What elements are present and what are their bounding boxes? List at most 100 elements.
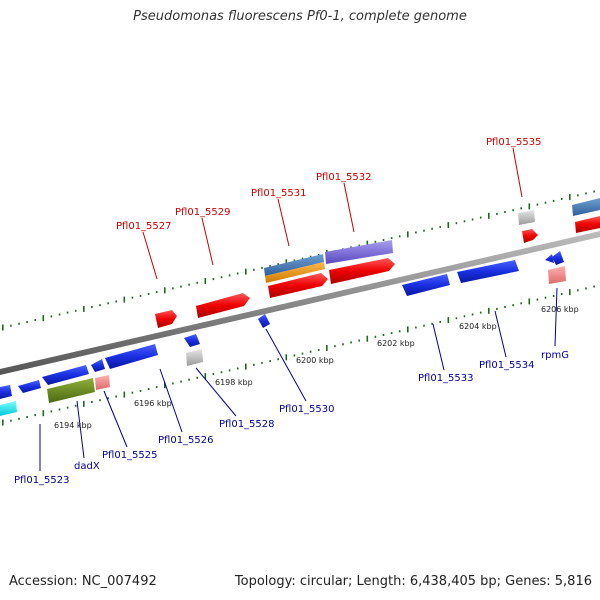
gene-arrow[interactable] <box>0 385 12 399</box>
tick-mark-lower <box>131 391 134 394</box>
gene-arrow[interactable] <box>402 274 450 296</box>
gene-label-rpmG[interactable]: rpmG <box>541 350 569 361</box>
gene-arrow[interactable] <box>545 254 554 263</box>
tick-mark-lower <box>407 326 409 333</box>
tick-mark-lower <box>91 401 93 403</box>
gene-label-Pfl01_5532[interactable]: Pfl01_5532 <box>316 172 372 183</box>
tick-mark-lower <box>585 287 587 290</box>
tick-mark-lower <box>155 386 158 389</box>
tick-mark-upper <box>196 281 198 284</box>
tick-mark-lower <box>253 363 255 366</box>
gene-arrow[interactable] <box>18 380 41 393</box>
gene-arrow[interactable] <box>522 229 538 243</box>
gene-label-Pfl01_5528[interactable]: Pfl01_5528 <box>219 419 275 430</box>
tick-mark-lower <box>188 378 190 381</box>
tick-mark-lower <box>390 332 393 335</box>
tick-mark-lower <box>107 397 109 400</box>
gene-label-Pfl01_5526[interactable]: Pfl01_5526 <box>158 435 214 446</box>
tick-mark-upper <box>285 259 288 266</box>
tick-mark-upper <box>455 222 458 225</box>
gene-box[interactable] <box>186 349 203 366</box>
tick-track-upper <box>2 190 595 331</box>
gene-label-Pfl01_5533[interactable]: Pfl01_5533 <box>418 373 474 384</box>
gene-arrow[interactable] <box>572 198 600 216</box>
gene-label-Pfl01_5531[interactable]: Pfl01_5531 <box>251 188 307 199</box>
forward-leaders <box>142 147 523 280</box>
gene-label-Pfl01_5534[interactable]: Pfl01_5534 <box>479 360 535 371</box>
tick-mark-lower <box>447 317 450 324</box>
gene-arrow[interactable] <box>268 273 328 298</box>
tick-mark-lower <box>577 289 579 292</box>
tick-mark-lower <box>520 302 522 305</box>
gene-arrow[interactable] <box>329 258 395 284</box>
gene-arrow[interactable] <box>575 216 600 233</box>
tick-mark-lower <box>285 354 288 361</box>
tick-mark-lower <box>99 399 101 402</box>
tick-mark-upper <box>544 201 547 204</box>
tick-mark-upper <box>66 311 69 314</box>
tick-mark-lower <box>593 285 595 288</box>
gene-arrow[interactable] <box>265 262 325 283</box>
gene-box[interactable] <box>548 266 566 284</box>
gene-arrow[interactable] <box>325 240 393 264</box>
gene-label-dadX[interactable]: dadX <box>74 461 100 472</box>
gene-arrow[interactable] <box>552 251 564 265</box>
tick-mark-upper <box>479 216 482 219</box>
tick-mark-upper <box>577 194 579 197</box>
tick-mark-upper <box>390 237 393 240</box>
gene-label-Pfl01_5530[interactable]: Pfl01_5530 <box>279 404 335 415</box>
genome-summary-text: Topology: circular; Length: 6,438,405 bp… <box>234 574 592 589</box>
tick-mark-upper <box>26 321 28 323</box>
gene-arrow[interactable] <box>0 401 17 416</box>
genome-backbone <box>0 231 600 375</box>
gene-arrow[interactable] <box>196 293 250 318</box>
gene-arrow[interactable] <box>155 310 177 328</box>
tick-mark-upper <box>269 265 271 268</box>
gene-arrow[interactable] <box>105 344 158 369</box>
tick-mark-upper <box>99 304 101 307</box>
tick-mark-lower <box>488 307 490 314</box>
tick-mark-lower <box>50 410 53 413</box>
gene-label-Pfl01_5523[interactable]: Pfl01_5523 <box>14 475 70 486</box>
tick-mark-lower <box>228 369 231 372</box>
tick-mark-lower <box>42 410 45 417</box>
gene-box[interactable] <box>95 375 110 390</box>
gene-arrow[interactable] <box>184 334 200 347</box>
tick-mark-upper <box>471 218 474 221</box>
tick-mark-upper <box>91 306 93 308</box>
tick-mark-upper <box>512 209 514 212</box>
gene-box[interactable] <box>47 378 95 403</box>
gene-label-Pfl01_5529[interactable]: Pfl01_5529 <box>175 207 231 218</box>
gene-arrow[interactable] <box>258 314 270 328</box>
gene-label-Pfl01_5535[interactable]: Pfl01_5535 <box>486 137 542 148</box>
gene-box[interactable] <box>518 210 535 225</box>
tick-mark-upper <box>382 239 385 241</box>
forward-genes <box>155 198 600 328</box>
tick-mark-lower <box>115 395 117 398</box>
gene-arrow[interactable] <box>42 365 89 385</box>
tick-mark-upper <box>164 287 166 294</box>
tick-mark-lower <box>382 334 385 336</box>
tick-mark-lower <box>164 382 166 389</box>
tick-mark-lower <box>358 339 360 342</box>
gene-arrow[interactable] <box>264 254 324 276</box>
tick-mark-lower <box>245 363 247 370</box>
tick-mark-lower <box>536 298 539 301</box>
scale-label: 6202 kbp <box>377 339 415 348</box>
tick-mark-lower <box>309 350 312 353</box>
tick-mark-upper <box>398 235 401 238</box>
tick-mark-lower <box>479 311 482 314</box>
tick-mark-upper <box>115 300 117 303</box>
gene-arrow[interactable] <box>457 260 519 283</box>
tick-mark-lower <box>212 373 215 376</box>
tick-mark-upper <box>123 296 126 303</box>
gene-label-Pfl01_5525[interactable]: Pfl01_5525 <box>102 450 158 461</box>
tick-mark-lower <box>220 371 223 374</box>
gene-label-Pfl01_5527[interactable]: Pfl01_5527 <box>116 221 172 232</box>
gene-arrow[interactable] <box>91 359 105 372</box>
tick-mark-lower <box>293 354 296 357</box>
scale-labels: 6194 kbp 6196 kbp 6198 kbp 6200 kbp 6202… <box>54 305 579 430</box>
tick-mark-upper <box>536 203 539 206</box>
tick-mark-lower <box>334 345 336 348</box>
tick-mark-upper <box>488 212 490 219</box>
